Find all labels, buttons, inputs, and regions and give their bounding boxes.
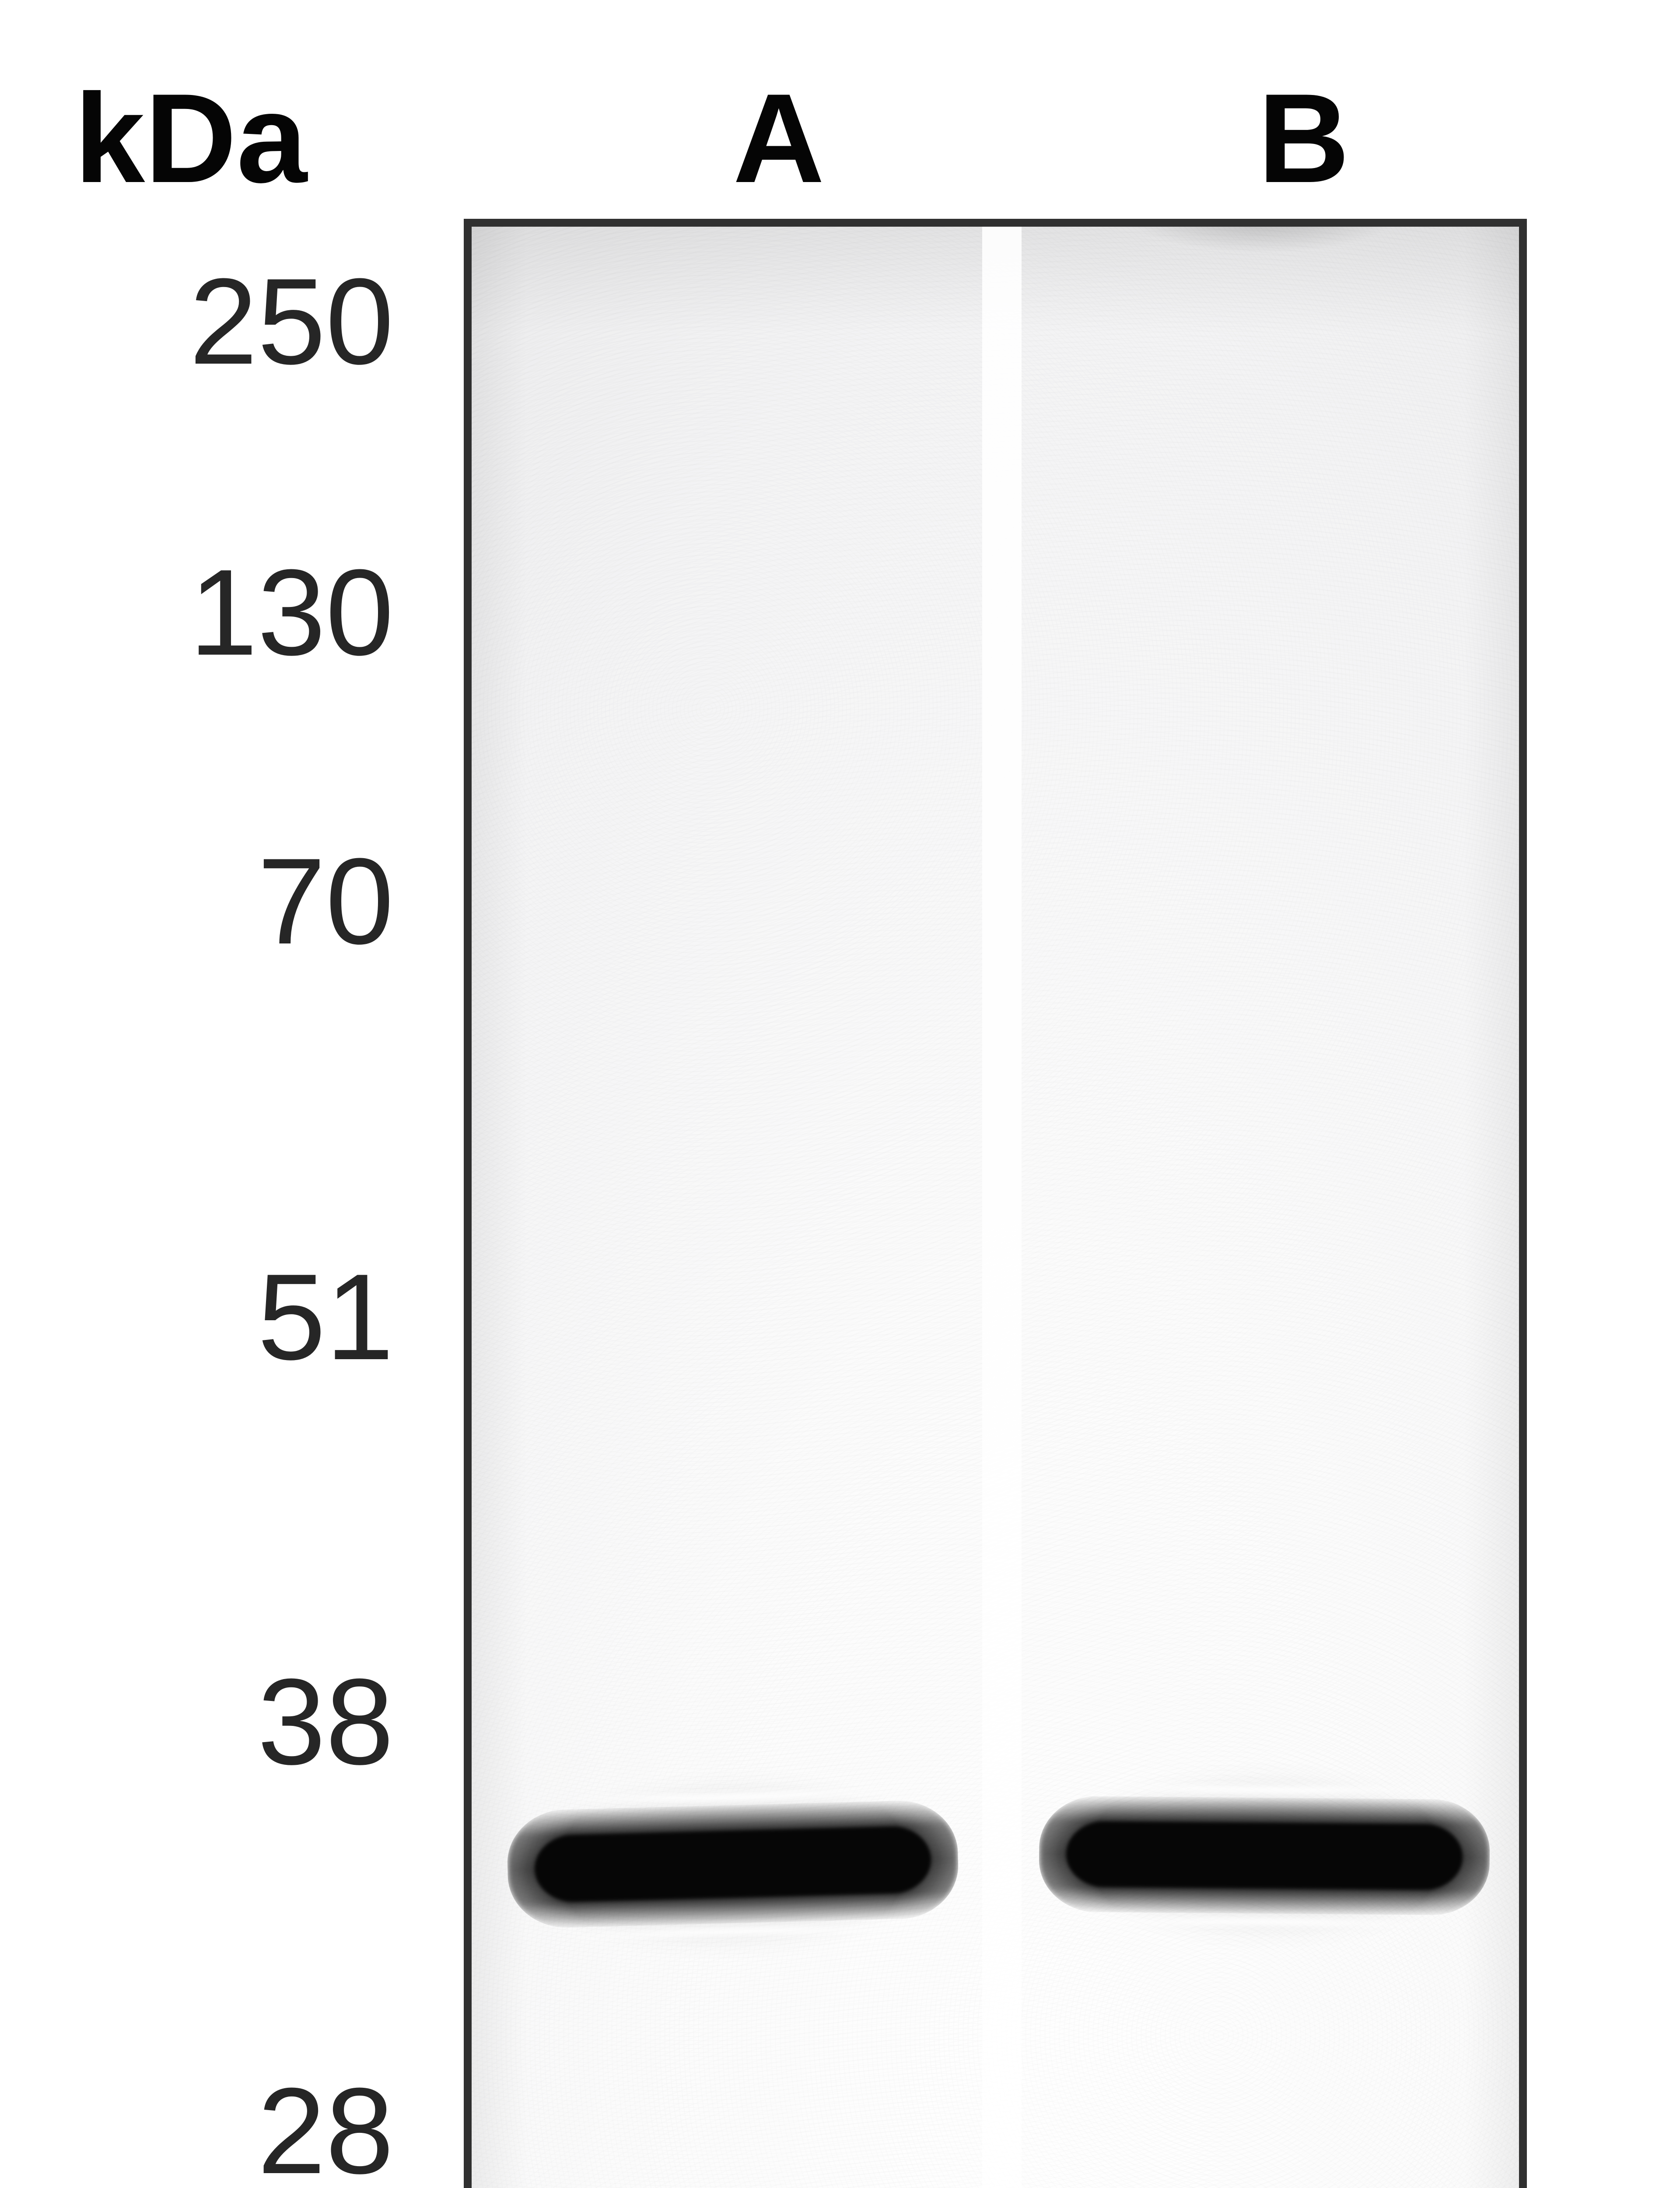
column-label-b: B xyxy=(1216,66,1391,211)
y-tick-label: 38 xyxy=(57,1661,394,1783)
bands-layer xyxy=(464,219,1527,2188)
y-axis-title: kDa xyxy=(74,66,307,211)
y-tick-label: 130 xyxy=(57,551,394,674)
y-tick-label: 250 xyxy=(57,260,394,383)
band-lane-b-bottom-edge xyxy=(1039,1871,1490,1927)
y-tick-label: 70 xyxy=(57,840,394,963)
band-lane-a xyxy=(506,1799,960,1929)
column-label-a: A xyxy=(691,66,866,211)
western-blot-figure: kDa AB 250130705138281916 xyxy=(0,0,1680,2188)
blot-membrane xyxy=(464,219,1527,2188)
band-lane-b xyxy=(1039,1795,1490,1915)
y-tick-label: 51 xyxy=(57,1256,394,1378)
band-lane-b-top-edge xyxy=(1039,1784,1490,1840)
y-tick-label: 28 xyxy=(57,2070,394,2188)
